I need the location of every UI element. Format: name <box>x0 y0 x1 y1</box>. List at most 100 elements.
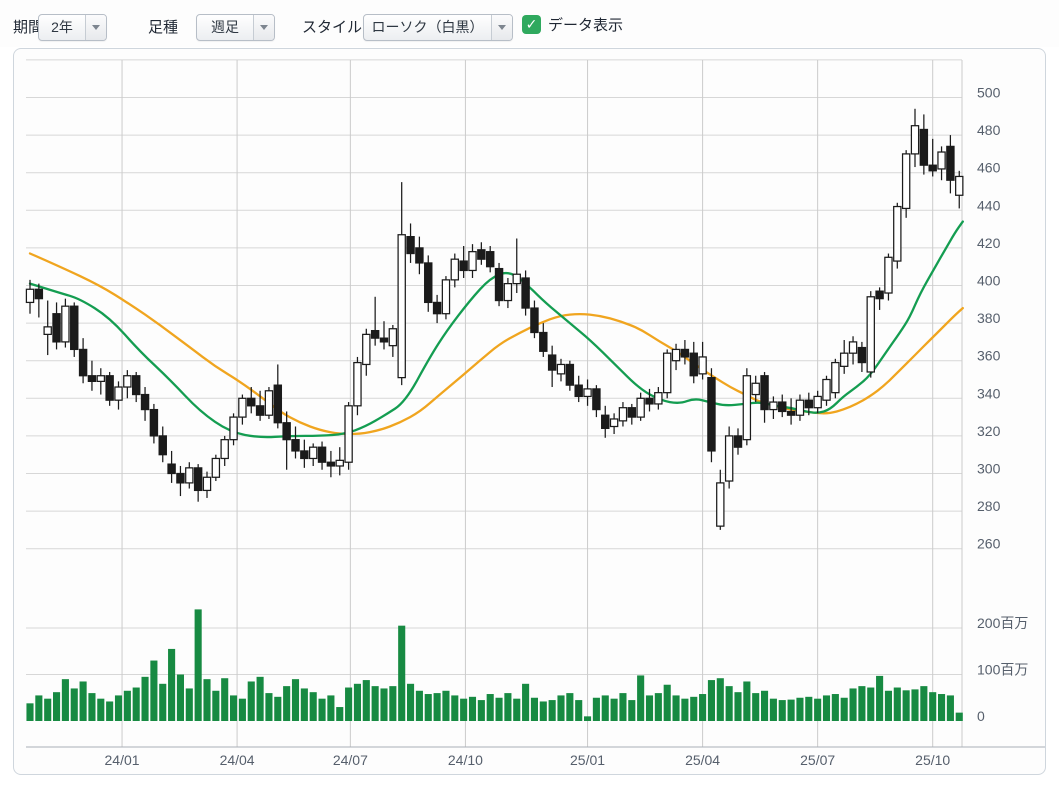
volume-bar <box>442 690 450 721</box>
candle-up <box>450 258 460 281</box>
candle-down <box>379 337 389 343</box>
volume-bar <box>230 695 238 721</box>
period-select-dropdown-button[interactable] <box>85 15 106 40</box>
volume-bar <box>946 695 954 721</box>
volume-bar <box>451 695 459 721</box>
volume-bar <box>822 695 831 721</box>
volume-bar <box>424 694 432 721</box>
style-select-dropdown-button[interactable] <box>491 15 512 40</box>
volume-bar <box>513 698 521 721</box>
volume-bar <box>690 696 698 721</box>
svg-text:25/04: 25/04 <box>685 752 720 768</box>
candle-up <box>308 446 318 460</box>
candle-up <box>468 251 477 272</box>
volume-bar <box>911 689 919 721</box>
candle-up <box>662 352 672 394</box>
bar-type-select[interactable]: 週足 <box>196 14 275 41</box>
period-select-value: 2年 <box>51 19 73 35</box>
svg-text:24/07: 24/07 <box>333 752 368 768</box>
candle-up <box>636 397 645 418</box>
style-select[interactable]: ローソク（白黒） <box>363 14 513 41</box>
bar-type-select-dropdown-button[interactable] <box>253 15 274 40</box>
volume-bar <box>53 692 61 721</box>
chevron-down-icon <box>498 25 506 30</box>
price-axis-labels: 500 480 460 440 420 400 380 360 340 320 300 280 260 <box>977 85 1001 552</box>
volume-bar <box>247 681 255 721</box>
volume-bar <box>575 700 583 721</box>
svg-text:24/04: 24/04 <box>220 752 255 768</box>
volume-bar <box>610 698 618 721</box>
volume-bar <box>522 683 530 721</box>
volume-bar <box>203 679 211 721</box>
volume-bar <box>318 698 326 721</box>
candle-down <box>477 249 486 260</box>
candle-down <box>539 331 548 352</box>
volume-bar <box>584 716 592 721</box>
candle-down <box>928 164 937 172</box>
svg-text:280: 280 <box>977 498 1001 514</box>
volume-bar <box>212 690 220 721</box>
chevron-down-icon <box>92 25 100 30</box>
price-gridlines <box>26 59 962 550</box>
candle-up <box>724 435 734 482</box>
volume-bar <box>672 695 680 721</box>
volume-bar <box>283 686 291 722</box>
volume-bar <box>159 683 167 721</box>
candle-down <box>530 307 539 334</box>
volume-bar <box>734 692 742 721</box>
candle-down <box>707 376 716 452</box>
candle-up <box>25 288 35 304</box>
volume-bar <box>291 679 300 721</box>
volume-bar <box>601 695 609 721</box>
period-select[interactable]: 2年 <box>38 14 107 41</box>
candle-up <box>618 407 628 422</box>
volume-bar <box>70 688 78 721</box>
data-display-toggle[interactable]: ✓ データ表示 <box>522 14 623 35</box>
candle-down <box>432 301 442 315</box>
candle-up <box>202 476 212 492</box>
candle-down <box>415 247 424 264</box>
candle-down <box>592 388 601 411</box>
candle-down <box>680 348 690 358</box>
volume-bar <box>460 698 468 721</box>
volume-bar <box>761 690 769 721</box>
candle-down <box>946 145 955 181</box>
volume-bar <box>79 681 87 721</box>
volume-bar <box>858 686 866 722</box>
candle-down <box>521 277 530 309</box>
candle-down <box>547 354 557 371</box>
data-display-checkbox[interactable]: ✓ <box>522 15 541 34</box>
candle-up <box>388 328 398 347</box>
candle-down <box>627 407 637 418</box>
volume-bar <box>902 690 910 721</box>
candle-down <box>601 414 610 430</box>
volume-bar <box>309 692 317 721</box>
candle-up <box>512 273 521 285</box>
candle-down <box>485 251 495 268</box>
candle-up <box>583 388 592 398</box>
svg-text:200百万: 200百万 <box>977 615 1028 631</box>
candle-down <box>778 401 787 413</box>
volume-bar <box>97 698 105 721</box>
volume-bar <box>938 694 946 721</box>
candle-down <box>875 290 884 300</box>
chevron-down-icon <box>260 25 268 30</box>
volume-bar <box>61 679 69 721</box>
volume-bar <box>955 712 963 721</box>
volume-bar <box>150 660 158 721</box>
svg-text:360: 360 <box>977 348 1001 364</box>
volume-bar <box>716 678 724 721</box>
candle-up <box>742 375 752 441</box>
candle-down <box>857 346 867 364</box>
candle-down <box>193 467 203 492</box>
volume-bar <box>274 696 282 721</box>
candle-up <box>769 401 778 411</box>
candle-down <box>52 313 61 343</box>
volume-bar <box>141 676 149 721</box>
volume-bar <box>345 687 353 721</box>
check-icon: ✓ <box>525 16 538 32</box>
candle-up <box>937 151 946 170</box>
svg-text:24/10: 24/10 <box>448 752 483 768</box>
volume-bar <box>725 686 733 722</box>
candle-down <box>167 463 176 475</box>
